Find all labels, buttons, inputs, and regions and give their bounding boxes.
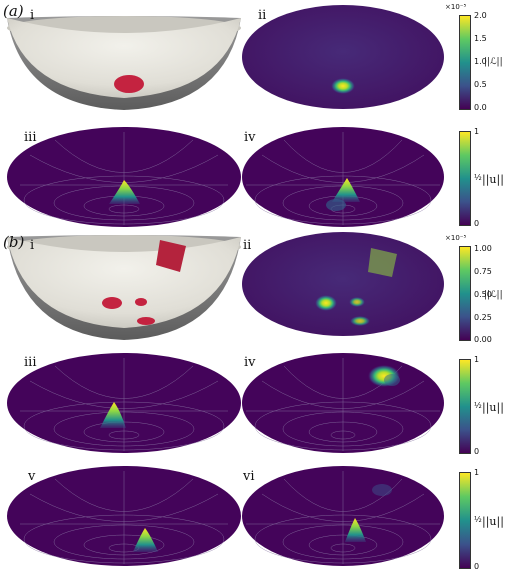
bowl-b-i: [7, 235, 241, 340]
colorbar-tick: 1.0: [474, 57, 487, 66]
colorbar-velocity-a: [459, 131, 471, 226]
source-region: [135, 298, 147, 306]
velocity-peak: [109, 180, 140, 204]
velocity-peak: [345, 518, 366, 542]
colorbar-tick: 0.0: [474, 103, 487, 112]
source-region: [156, 240, 186, 272]
loss-hotspot: [315, 295, 337, 311]
bowl-a-ii: [242, 5, 444, 109]
subpanel-label: v: [28, 469, 36, 484]
bowl-b-v: [7, 466, 241, 566]
colorbar-loss-a: [459, 15, 471, 110]
source-region: [114, 75, 144, 93]
subpanel-label: iii: [24, 355, 37, 370]
bowl-b-ii: [242, 232, 444, 336]
loss-hotspot: [350, 316, 370, 326]
subpanel-label: iv: [244, 355, 256, 370]
colorbar-tick: ½: [474, 515, 482, 524]
colorbar-velocity-b2: [459, 472, 471, 569]
source-region: [137, 317, 155, 325]
bowl-a-i: [7, 16, 241, 110]
loss-hotspot: [331, 78, 355, 94]
colorbar-title: ||ℒ||: [484, 57, 503, 67]
panel-label-b: (b): [3, 233, 25, 251]
bowl-a-iv: [242, 127, 444, 227]
colorbar-tick: 0.25: [474, 313, 492, 322]
colorbar-title: ||u||: [482, 515, 504, 528]
loss-hotspot: [349, 297, 365, 307]
velocity-peak: [133, 528, 158, 552]
subpanel-label: iii: [24, 130, 37, 145]
subpanel-label: ii: [258, 8, 267, 23]
colorbar-title: ||ℒ||: [484, 290, 503, 300]
panel-label-a: (a): [3, 2, 24, 20]
bowl-b-iv: [242, 353, 444, 453]
subpanel-label: i: [30, 238, 35, 253]
subpanel-label: vi: [243, 469, 255, 484]
colorbar-title: ||u||: [482, 401, 504, 414]
colorbar-loss-b: [459, 246, 471, 341]
colorbar-tick: ½: [474, 173, 482, 182]
colorbar-tick: 1: [474, 468, 480, 477]
colorbar-tick: 0.50: [474, 290, 492, 299]
subpanel-label: i: [30, 8, 35, 23]
colorbar-tick: 1.5: [474, 34, 487, 43]
colorbar-scale: ×10⁻⁵: [445, 3, 467, 11]
colorbar-tick: 0: [474, 562, 480, 571]
colorbar-tick: 0.5: [474, 80, 487, 89]
colorbar-scale: ×10⁻⁵: [445, 234, 467, 242]
colorbar-tick: 2.0: [474, 11, 487, 20]
colorbar-tick: ½: [474, 401, 482, 410]
loss-hotspot: [368, 248, 397, 277]
colorbar-tick: 1.00: [474, 244, 492, 253]
colorbar-tick: 0.00: [474, 335, 492, 344]
bowl-a-iii: [7, 127, 241, 227]
colorbar-tick: 0.75: [474, 267, 492, 276]
colorbar-title: ||u||: [482, 173, 504, 186]
velocity-peak: [332, 178, 360, 202]
colorbar-tick: 1: [474, 355, 480, 364]
colorbar-tick: 0: [474, 447, 480, 456]
colorbar-tick: 1: [474, 127, 480, 136]
bowl-b-vi: [242, 466, 444, 566]
subpanel-label: iv: [244, 130, 256, 145]
colorbar-velocity-b: [459, 359, 471, 454]
bowl-b-iii: [7, 353, 241, 453]
source-region: [102, 297, 122, 309]
colorbar-tick: 0: [474, 219, 480, 228]
subpanel-label: ii: [243, 238, 252, 253]
velocity-peak: [100, 402, 126, 428]
